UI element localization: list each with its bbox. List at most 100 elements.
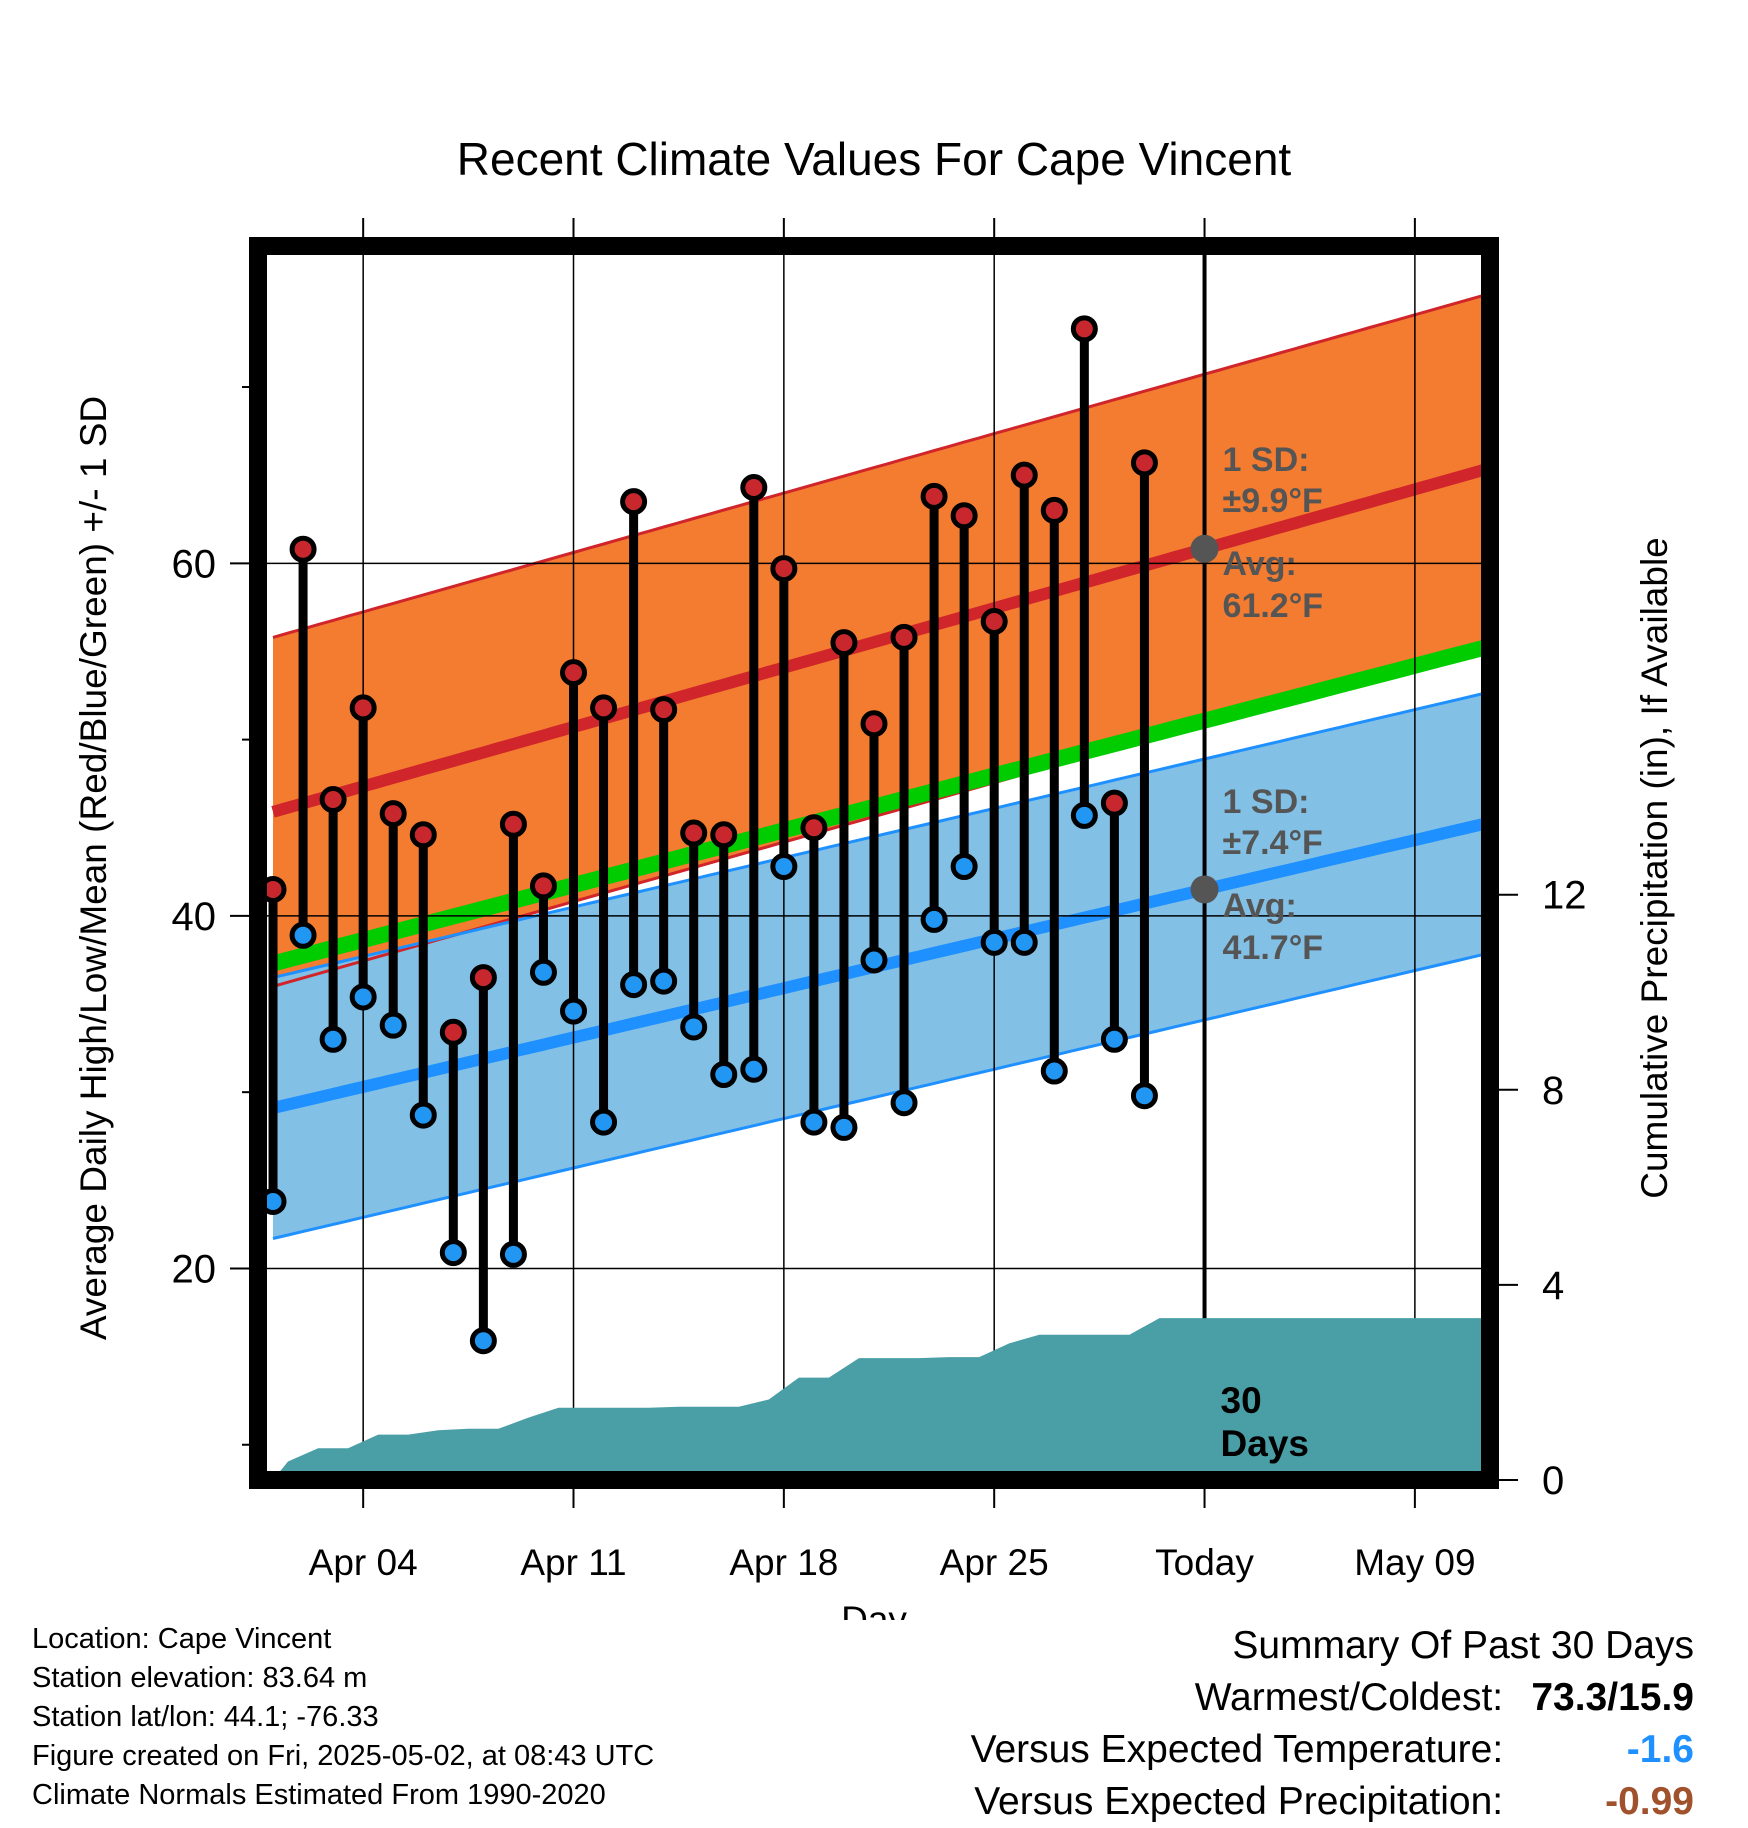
low-sd-label: 1 SD: xyxy=(1223,783,1310,821)
y-tick-label: 20 xyxy=(172,1247,217,1291)
obs-high-point xyxy=(590,694,618,722)
summary-panel: Summary Of Past 30 Days Warmest/Coldest:… xyxy=(971,1620,1694,1828)
high-normal-line xyxy=(271,462,1490,818)
today-high-avg-point xyxy=(1190,534,1219,563)
y-tick-label: 40 xyxy=(172,895,217,939)
obs-low-point xyxy=(890,1089,918,1117)
obs-low-point xyxy=(409,1101,437,1129)
obs-high-point xyxy=(349,694,377,722)
obs-high-point xyxy=(1070,315,1098,343)
obs-low-point xyxy=(1130,1082,1158,1110)
obs-low-point xyxy=(1100,1025,1128,1053)
plot-frame xyxy=(249,237,1499,1489)
location-text: Location: Cape Vincent xyxy=(32,1623,332,1655)
obs-high-point xyxy=(319,786,347,814)
summary-precip-row: Versus Expected Precipitation: -0.99 xyxy=(971,1776,1694,1828)
summary-title: Summary Of Past 30 Days xyxy=(1232,1624,1694,1667)
low-sd-upper-line xyxy=(272,690,1490,980)
low-sd-value: ±7.4°F xyxy=(1223,824,1323,862)
obs-low-point xyxy=(529,958,557,986)
obs-low-point xyxy=(289,921,317,949)
obs-low-point xyxy=(830,1113,858,1141)
obs-high-point xyxy=(1040,496,1068,524)
summary-temp-row: Versus Expected Temperature: -1.6 xyxy=(971,1724,1694,1776)
mean-normal-line xyxy=(270,638,1490,972)
x-tick-label: Apr 11 xyxy=(520,1542,626,1583)
window-days-number: 30 xyxy=(1221,1380,1262,1421)
obs-low-point xyxy=(590,1108,618,1136)
obs-high-point xyxy=(860,710,888,738)
normals-text: Climate Normals Estimated From 1990-2020 xyxy=(32,1779,606,1811)
high-sd-upper-line xyxy=(272,292,1490,639)
high-sd-label: 1 SD: xyxy=(1223,441,1310,479)
precip-label: Versus Expected Precipitation: xyxy=(974,1780,1504,1823)
low-sd-lower-line xyxy=(272,951,1490,1240)
obs-high-point xyxy=(1010,461,1038,489)
climate-chart: Recent Climate Values For Cape Vincent 1… xyxy=(73,133,1675,1620)
obs-low-point xyxy=(740,1055,768,1083)
y-axis-label: Average Daily High/Low/Mean (Red/Blue/Gr… xyxy=(73,396,114,1340)
obs-low-point xyxy=(1070,801,1098,829)
summary-warmest-row: Warmest/Coldest: 73.3/15.9 xyxy=(971,1672,1694,1724)
obs-low-point xyxy=(1040,1057,1068,1085)
warmest-value: 73.3/15.9 xyxy=(1531,1676,1694,1719)
low-avg-label: Avg: xyxy=(1223,887,1297,925)
obs-high-point xyxy=(770,555,798,583)
obs-high-point xyxy=(980,607,1008,635)
precip-value: -0.99 xyxy=(1605,1780,1694,1823)
obs-high-point xyxy=(950,502,978,530)
obs-high-point xyxy=(289,535,317,563)
precip-area xyxy=(273,1318,1490,1480)
obs-low-point xyxy=(980,928,1008,956)
chart-title: Recent Climate Values For Cape Vincent xyxy=(457,133,1292,185)
obs-low-point xyxy=(710,1061,738,1089)
obs-low-point xyxy=(950,853,978,881)
temp-label: Versus Expected Temperature: xyxy=(970,1728,1504,1771)
obs-low-point xyxy=(439,1239,467,1267)
obs-low-point xyxy=(650,967,678,995)
obs-high-point xyxy=(409,821,437,849)
latlon-text: Station lat/lon: 44.1; -76.33 xyxy=(32,1701,379,1733)
low-avg-value: 41.7°F xyxy=(1223,929,1324,967)
high-avg-label: Avg: xyxy=(1223,545,1297,583)
obs-low-point xyxy=(680,1013,708,1041)
obs-high-point xyxy=(560,659,588,687)
obs-high-point xyxy=(920,482,948,510)
obs-high-point xyxy=(800,814,828,842)
x-tick-label: Apr 18 xyxy=(729,1542,838,1583)
obs-high-point xyxy=(439,1018,467,1046)
obs-low-point xyxy=(469,1327,497,1355)
obs-high-point xyxy=(1100,789,1128,817)
obs-low-point xyxy=(770,853,798,881)
x-tick-label: May 09 xyxy=(1354,1542,1475,1583)
obs-high-point xyxy=(499,810,527,838)
x-axis-label: Day xyxy=(841,1599,907,1620)
obs-low-point xyxy=(379,1011,407,1039)
station-info: Location: Cape Vincent Station elevation… xyxy=(32,1620,654,1815)
obs-high-point xyxy=(680,819,708,847)
warmest-label: Warmest/Coldest: xyxy=(1194,1676,1504,1719)
obs-high-point xyxy=(620,488,648,516)
y2-tick-label: 4 xyxy=(1542,1264,1564,1308)
obs-high-point xyxy=(379,800,407,828)
obs-low-point xyxy=(499,1240,527,1268)
obs-low-point xyxy=(1010,928,1038,956)
obs-high-point xyxy=(890,623,918,651)
obs-low-point xyxy=(800,1108,828,1136)
obs-low-point xyxy=(560,997,588,1025)
elevation-text: Station elevation: 83.64 m xyxy=(32,1662,368,1694)
obs-high-point xyxy=(650,696,678,724)
obs-low-point xyxy=(860,946,888,974)
x-tick-label: Apr 25 xyxy=(940,1542,1049,1583)
y2-axis-label: Cumulative Precipitation (in), If Availa… xyxy=(1634,537,1675,1199)
y2-tick-label: 8 xyxy=(1542,1069,1564,1113)
obs-high-point xyxy=(469,964,497,992)
window-days-unit: Days xyxy=(1221,1423,1309,1464)
x-tick-label: Apr 04 xyxy=(309,1542,418,1583)
obs-high-point xyxy=(529,872,557,900)
x-tick-label: Today xyxy=(1155,1542,1254,1583)
obs-low-point xyxy=(620,971,648,999)
obs-high-point xyxy=(740,474,768,502)
high-sd-value: ±9.9°F xyxy=(1223,482,1323,520)
today-low-avg-point xyxy=(1190,875,1219,904)
